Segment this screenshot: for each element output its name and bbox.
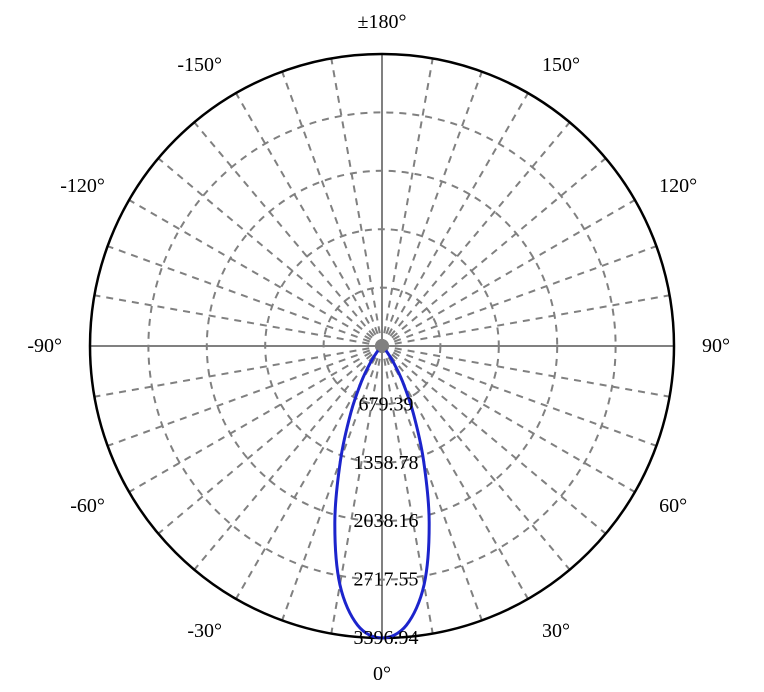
grid-spoke	[382, 346, 635, 492]
grid-spoke	[108, 246, 382, 346]
grid-spoke	[194, 122, 382, 346]
grid-spoke	[158, 346, 382, 534]
radial-label: 679.39	[359, 393, 414, 415]
grid-spoke	[382, 200, 635, 346]
center-dot	[376, 340, 388, 352]
angle-label: -30°	[187, 620, 222, 642]
angle-label: ±180°	[358, 11, 407, 33]
angle-label: 150°	[542, 54, 580, 76]
grid-spoke	[382, 58, 433, 346]
grid-spoke	[236, 93, 382, 346]
radial-label: 1358.78	[354, 452, 419, 474]
angle-label: -150°	[177, 54, 222, 76]
polar-chart: 679.39 1358.78 2038.16 2717.55 3396.94 ±180°…	[0, 0, 764, 692]
angle-label: -90°	[27, 335, 62, 357]
grid-spoke	[382, 158, 606, 346]
grid-spoke	[382, 295, 670, 346]
grid-spoke	[129, 200, 382, 346]
radial-tick-labels: 679.39 1358.78 2038.16 2717.55 3396.94	[354, 393, 419, 649]
angle-label: -120°	[60, 175, 105, 197]
center-dot-circle	[376, 340, 388, 352]
grid-spoke	[331, 58, 382, 346]
grid-spoke	[382, 346, 606, 534]
angle-label: 30°	[542, 620, 570, 642]
angle-label: 60°	[659, 495, 687, 517]
radial-label: 3396.94	[354, 627, 419, 649]
angle-label: -60°	[70, 495, 105, 517]
radial-label: 2038.16	[354, 510, 419, 532]
grid-spoke	[129, 346, 382, 492]
angle-label: 0°	[373, 663, 391, 685]
angle-label: 120°	[659, 175, 697, 197]
grid-spoke	[382, 93, 528, 346]
grid-spoke	[382, 72, 482, 346]
grid-spoke	[94, 346, 382, 397]
grid-spoke	[382, 122, 570, 346]
grid-spoke	[382, 346, 670, 397]
angle-label: 90°	[702, 335, 730, 357]
grid-spoke	[94, 295, 382, 346]
grid-spoke	[382, 246, 656, 346]
radial-label: 2717.55	[354, 569, 419, 591]
grid-spoke	[158, 158, 382, 346]
